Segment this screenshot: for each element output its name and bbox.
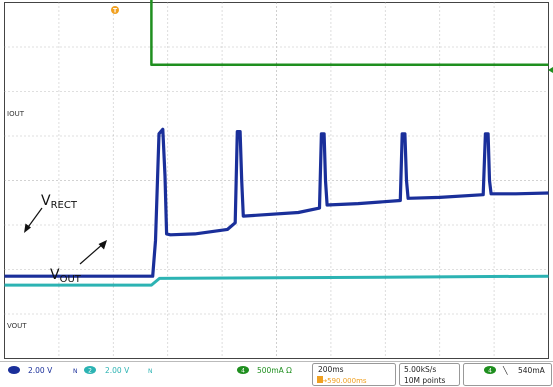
ch4-scale: 500mA Ω — [257, 366, 292, 375]
annotation-vrect-sub: RECT — [51, 200, 78, 211]
timebase-box[interactable]: 200ms T→590.000ms — [312, 363, 396, 386]
trigger-position: T→590.000ms — [316, 377, 367, 385]
trigger-channel: 4 — [488, 368, 492, 375]
trigger-level: 540mA — [518, 366, 546, 375]
ch2-number: 2 — [88, 368, 92, 375]
trace-iout — [150, 0, 549, 67]
trigger-readout[interactable]: 4 ╲ 540mA — [463, 363, 552, 386]
trigger-position-icon — [317, 376, 323, 383]
level-marker-icon — [548, 67, 553, 73]
annotation-vout: VOUT — [50, 240, 107, 285]
ch2-scale: 2.00 V — [105, 366, 130, 375]
trigger-slope-icon: ╲ — [502, 366, 508, 375]
trigger-marker-label: T — [113, 8, 118, 15]
svg-text:VRECT: VRECT — [41, 193, 78, 211]
annotation-vrect: VRECT — [24, 193, 78, 233]
annotation-vout-sub: OUT — [60, 274, 82, 285]
ch1-bandwidth-mark: N — [73, 368, 78, 375]
status-bar: 2.00 V N 2 2.00 V N 4 500mA Ω 200ms T→59… — [0, 361, 553, 387]
trace-vrect — [4, 127, 549, 278]
sample-rate: 5.00kS/s — [404, 365, 436, 374]
trace-vout — [4, 274, 549, 287]
channel-2-readout[interactable]: 2 2.00 V N — [84, 366, 153, 375]
waveform-traces — [4, 0, 549, 287]
ch2-bandwidth-mark: N — [148, 368, 153, 375]
trace-label-iout: IOUT — [7, 110, 25, 118]
record-length: 10M points — [404, 376, 446, 385]
timebase-value: 200ms — [318, 365, 344, 374]
trigger-marker: T — [111, 6, 119, 15]
ch4-number: 4 — [241, 368, 245, 375]
channel-4-readout[interactable]: 4 500mA Ω — [237, 366, 292, 375]
trace-label-vout: VOUT — [7, 322, 27, 330]
channel-1-readout[interactable]: 2.00 V N — [8, 366, 78, 375]
annotation-vrect-base: V — [41, 193, 51, 209]
acquisition-box[interactable]: 5.00kS/s 10M points — [399, 363, 460, 386]
annotation-vout-base: V — [50, 267, 60, 283]
svg-text:VOUT: VOUT — [50, 267, 82, 285]
graticule — [4, 2, 549, 359]
ch1-scale: 2.00 V — [28, 366, 53, 375]
